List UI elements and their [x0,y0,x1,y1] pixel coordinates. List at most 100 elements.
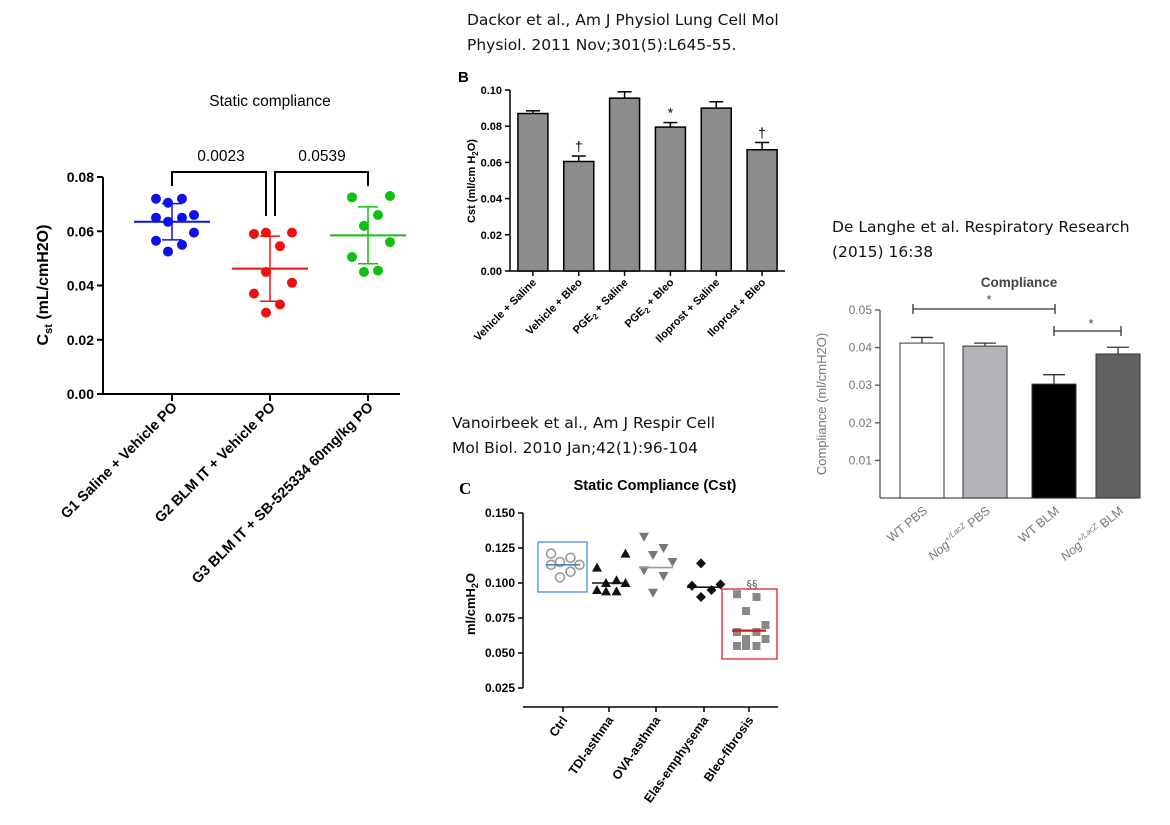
panel-c-data-point [696,592,706,602]
main-pvalue-1: 0.0023 [197,148,244,165]
citation-delanghe: De Langhe et al. Respiratory Research (2… [832,215,1130,265]
main-bracket-2 [274,171,369,216]
panel-b-bar [700,107,732,272]
panel-c-data-point [696,558,706,569]
panel-c-data-point [639,566,649,576]
panel-b-significance-marker: * [668,105,674,121]
panel-c-data-point [648,588,658,598]
panel-b-y-tick-label: 0.00 [481,266,502,278]
main-y-tick-label: 0.06 [67,223,94,239]
main-data-point [373,265,383,276]
main-data-point [385,237,395,248]
delanghe-star-2: * [1088,316,1093,331]
panel-b-y-tick-label: 0.04 [481,194,503,206]
main-y-tick-label: 0.04 [67,278,94,294]
panel-c-data-point [742,642,750,650]
main-data-point [177,212,187,223]
panel-b-ylabel: Cst (ml/cm H2O) [466,139,480,223]
delanghe-bar [1031,383,1077,499]
delanghe-bracket-1 [912,304,1056,314]
panel-c-data-point [611,575,622,585]
delanghe-x-tick-label: Nog+/LacZ BLM [1057,503,1125,564]
main-data-point [275,241,285,252]
delanghe-star-1: * [986,292,991,307]
delanghe-y-tick-label: 0.01 [849,453,873,467]
delanghe-ylabel: Compliance (ml/cmH2O) [814,333,829,475]
panel-c-data-point [592,585,602,594]
panel-c-data-point [554,556,566,568]
panel-c-x-tick-label: Ctrl [547,714,571,740]
panel-b-y-tick-label: 0.02 [481,230,502,242]
panel-c-data-point [639,532,649,542]
panel-b-bar [746,148,778,272]
panel-c-data-point [752,593,761,601]
main-data-point [347,192,357,203]
panel-b-bar [608,97,641,272]
main-data-point [347,252,357,263]
panel-b-bar [654,126,687,272]
panel-c-x-tick-label: OVA-asthma [609,713,664,783]
main-data-point [359,220,369,231]
panel-c-data-point [733,628,741,636]
main-data-point [275,299,285,310]
panel-c-data-point [733,642,741,650]
panel-c-data-point [742,607,750,615]
panel-c-y-tick-label: 0.050 [485,646,515,660]
main-data-point [249,288,259,299]
panel-c-data-point [620,548,631,558]
panel-c-bleo-highlight-box [721,588,778,660]
citation-vanoirbeek: Vanoirbeek et al., Am J Respir Cell Mol … [452,411,715,461]
delanghe-x-tick-label: WT BLM [1016,504,1062,546]
panel-b-label: B [458,69,469,86]
panel-b-y-tick-label: 0.10 [481,85,502,97]
delanghe-y-tick-label: 0.05 [849,303,873,317]
delanghe-bar [899,342,945,499]
citation-delanghe-line1: De Langhe et al. Respiratory Research [832,218,1130,236]
panel-b-bar [563,160,595,272]
panel-c-title: Static Compliance (Cst) [574,478,737,494]
main-data-point [287,227,297,238]
panel-c-data-point [565,566,576,578]
panel-c-annotation: §§ [747,578,758,591]
citation-delanghe-line2: (2015) 16:38 [832,243,934,261]
main-data-point [189,227,199,238]
citation-dackor-line2: Physiol. 2011 Nov;301(5):L645-55. [467,36,737,54]
panel-b-significance-marker: † [758,124,766,140]
panel-b-bar [517,112,549,272]
main-data-point [287,277,297,288]
main-pvalue-2: 0.0539 [298,148,345,165]
panel-c-data-point [761,621,770,629]
panel-b-y-tick-label: 0.08 [481,121,502,133]
panel-c-y-tick-label: 0.100 [485,576,515,590]
panel-c-ylabel: ml/cmH2O [463,573,480,635]
citation-vanoirbeek-line2: Mol Biol. 2010 Jan;42(1):96-104 [452,439,698,457]
main-data-point [177,239,187,250]
panel-c-x-tick-label: TDI-asthma [566,713,617,778]
panel-c-ctrl-highlight-box [537,541,588,593]
delanghe-y-tick-label: 0.04 [849,341,873,355]
panel-c-data-point [752,642,761,650]
main-y-tick-label: 0.02 [67,332,94,348]
main-data-point [151,212,161,223]
main-data-point [151,235,161,246]
main-bracket-1 [171,171,267,216]
delanghe-bar [1095,353,1141,499]
main-chart-title: Static compliance [209,93,330,110]
panel-c-data-point [611,586,622,596]
panel-c-data-point [648,551,658,560]
panel-c-y-tick-label: 0.025 [485,681,515,695]
main-x-tick-label: G3 BLM IT + SB-525334 60mg/kg PO [189,400,377,588]
citation-vanoirbeek-line1: Vanoirbeek et al., Am J Respir Cell [452,414,716,432]
delanghe-bar [962,345,1008,499]
panel-c-data-point [601,586,611,596]
main-data-point [151,193,161,204]
panel-c-data-point [752,628,761,636]
main-data-point [359,266,369,277]
main-data-point [163,246,173,257]
delanghe-y-tick-label: 0.02 [849,416,873,430]
panel-b-significance-marker: † [575,138,583,154]
main-data-point [177,193,187,204]
panel-c-data-point [667,558,678,567]
panel-c-label: C [459,479,471,498]
